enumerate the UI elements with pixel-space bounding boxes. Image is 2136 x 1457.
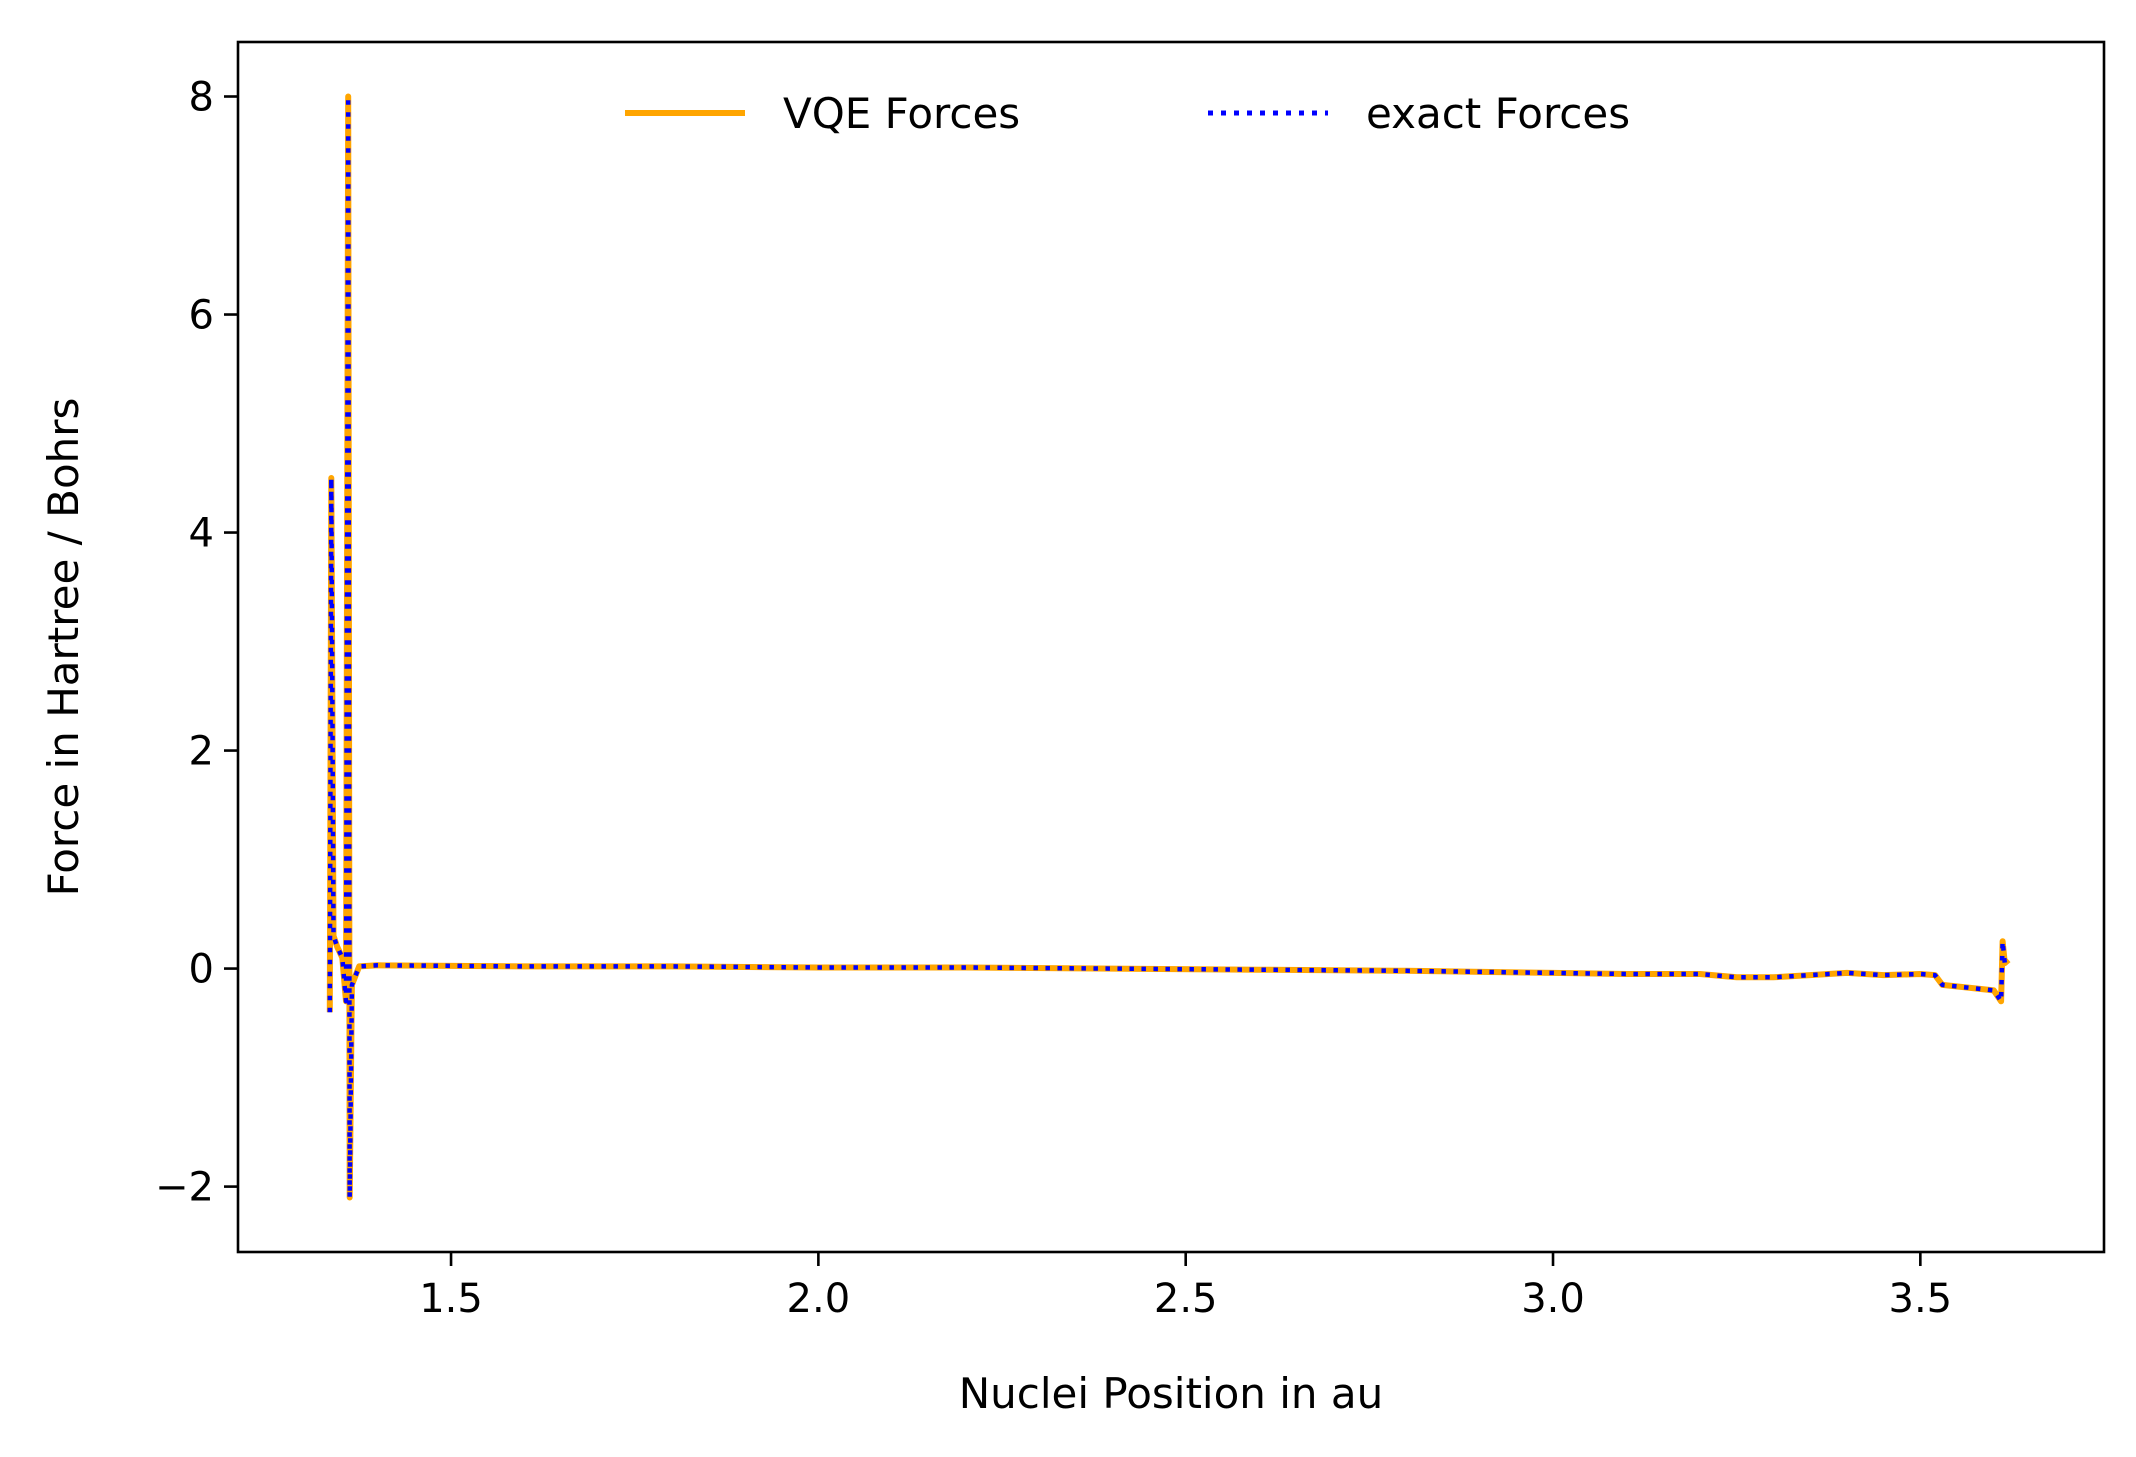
x-tick-label: 1.5 (419, 1276, 483, 1322)
y-axis-label: Force in Hartree / Bohrs (39, 398, 88, 897)
y-tick-label: 0 (189, 947, 214, 993)
y-tick-label: 4 (189, 511, 214, 557)
x-axis: 1.5 2.0 2.5 3.0 3.5 (419, 1252, 1952, 1322)
plot-frame (236, 40, 2106, 1254)
y-tick-label: 2 (189, 729, 214, 775)
legend-label-exact-forces: exact Forces (1366, 89, 1630, 138)
legend-label-vqe-forces: VQE Forces (783, 89, 1020, 138)
x-axis-label: Nuclei Position in au (959, 1369, 1384, 1418)
legend: VQE Forces exact Forces (625, 89, 1630, 138)
y-tick-label: 8 (189, 75, 214, 121)
y-tick-label: 6 (189, 293, 214, 339)
series-line-vqe-forces (326, 93, 2011, 1201)
x-tick-label: 3.5 (1889, 1276, 1953, 1322)
x-tick-label: 2.5 (1154, 1276, 1218, 1322)
series-layer (326, 93, 2011, 1201)
y-axis: −2 0 2 4 6 8 (155, 75, 238, 1211)
x-tick-label: 2.0 (787, 1276, 851, 1322)
y-tick-label: −2 (155, 1165, 214, 1211)
x-tick-label: 3.0 (1521, 1276, 1585, 1322)
